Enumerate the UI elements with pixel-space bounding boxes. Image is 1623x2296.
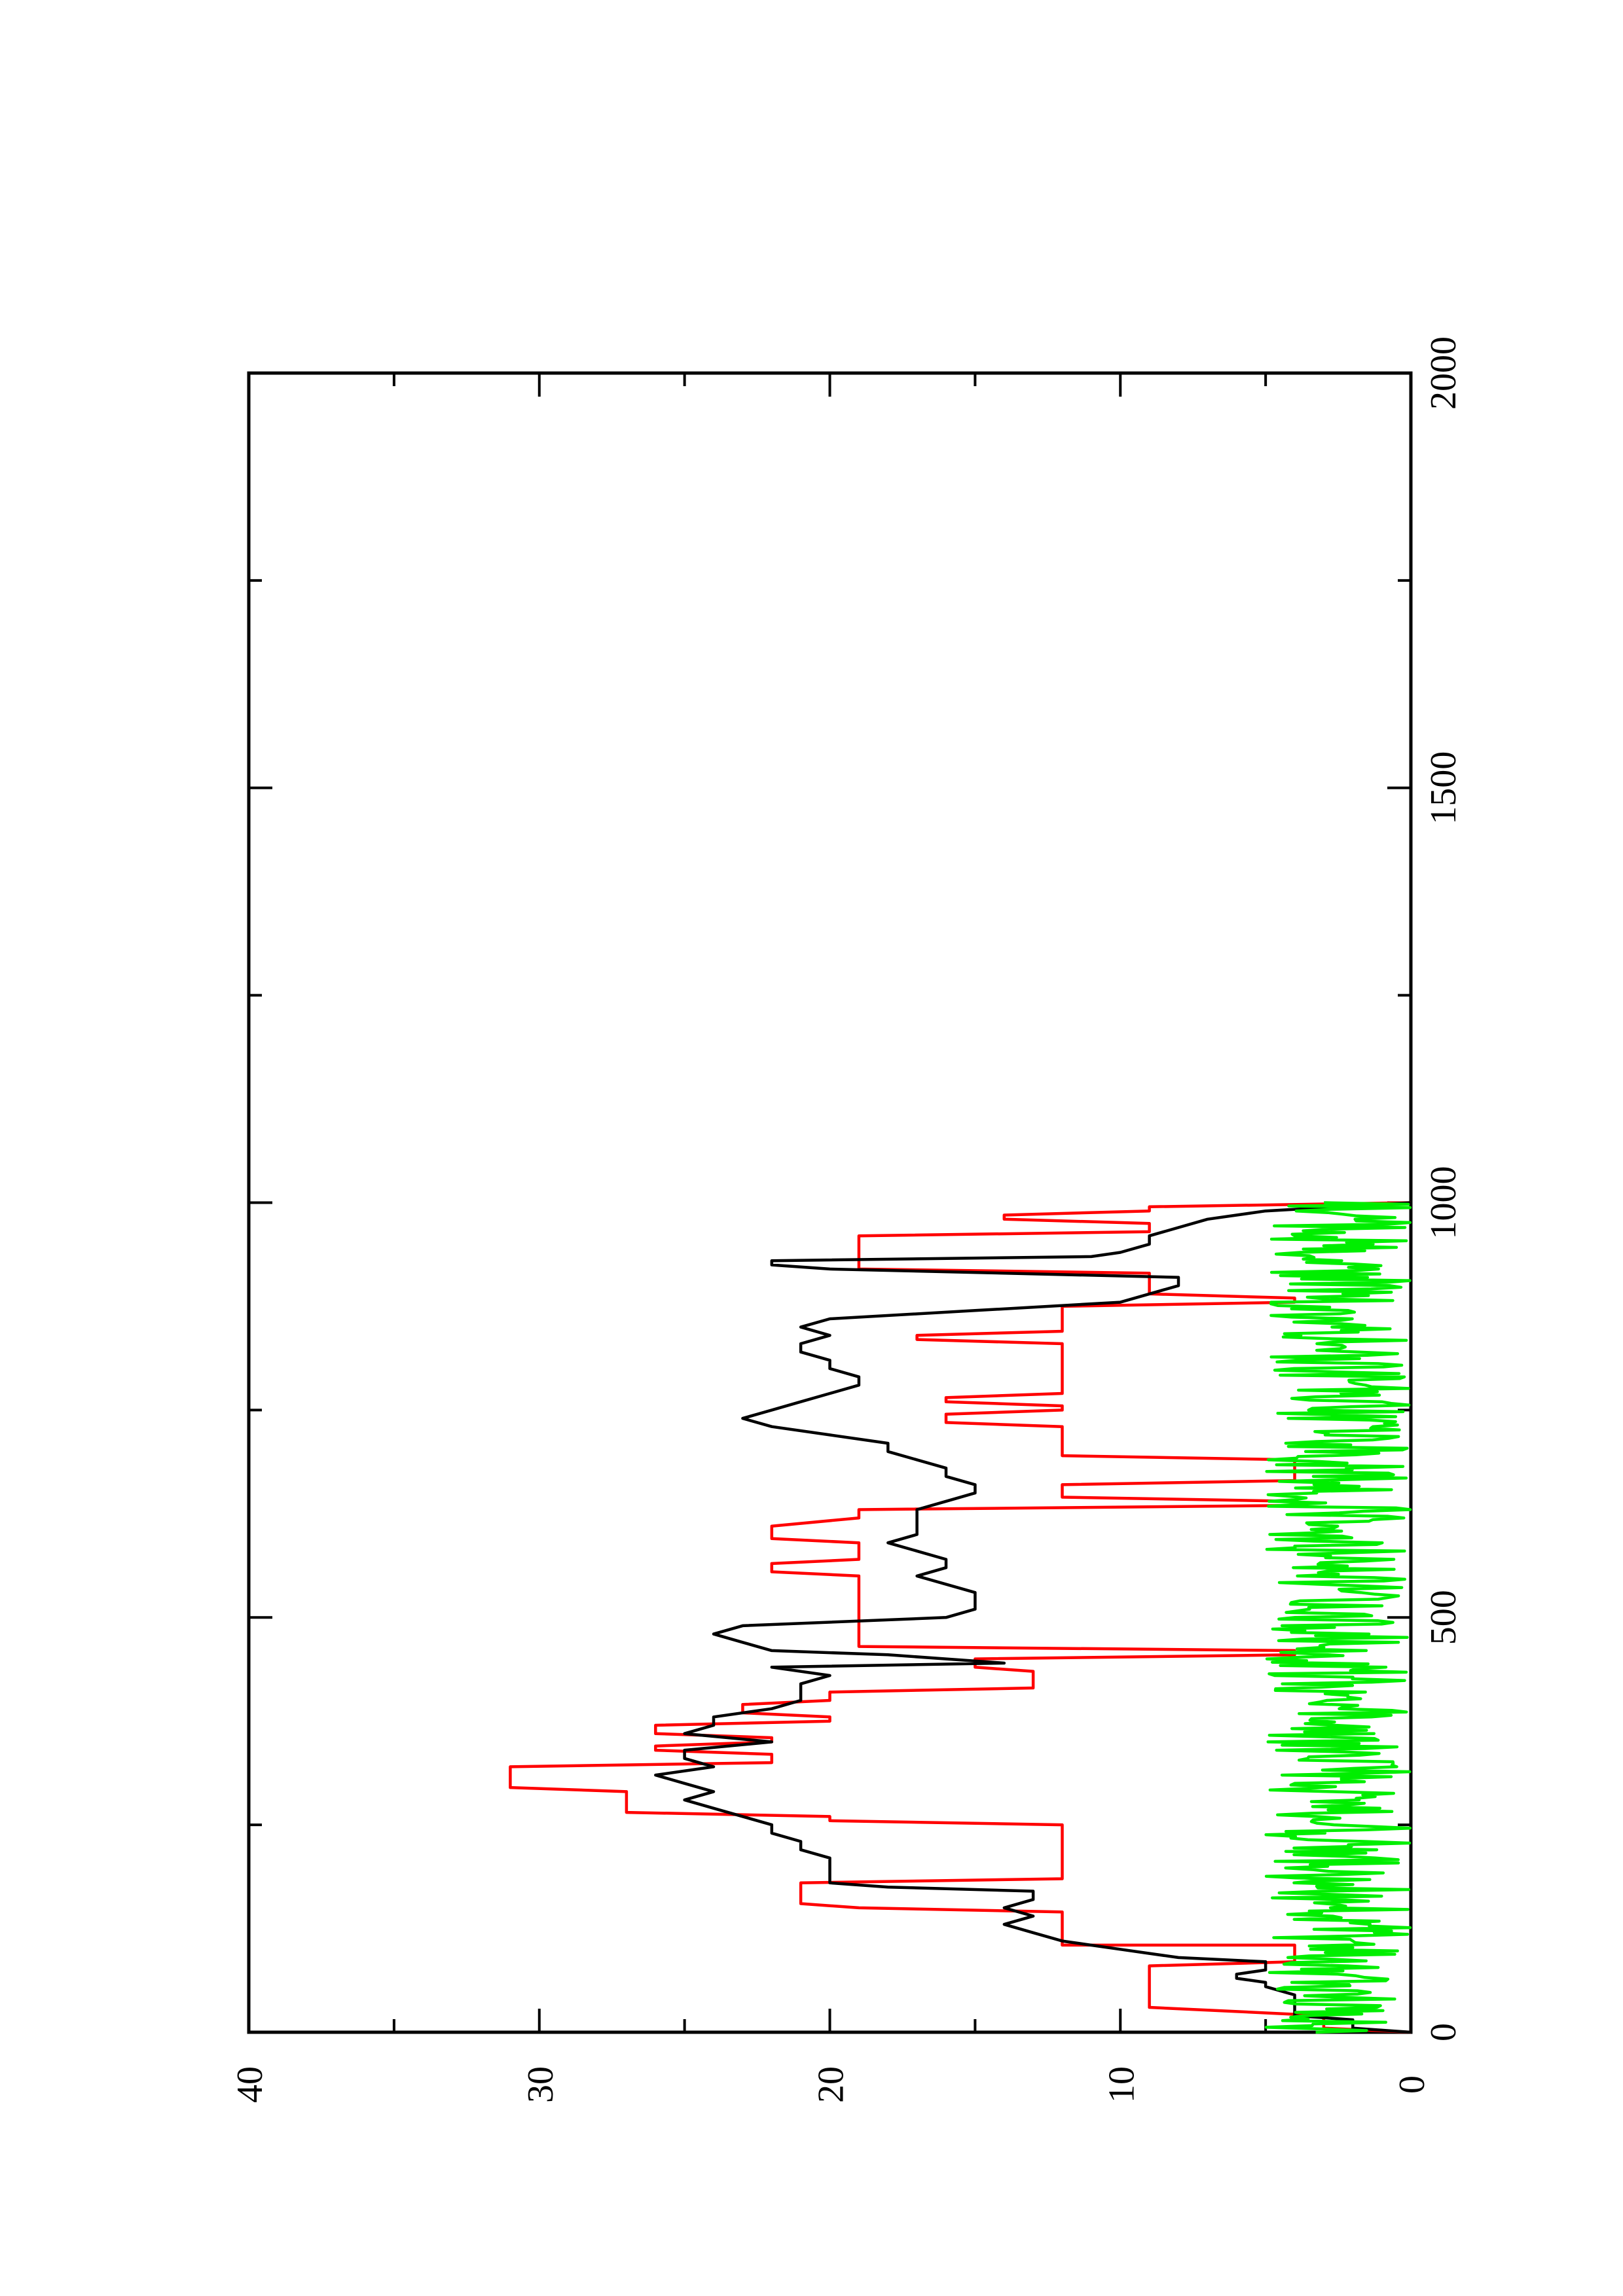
axis-tick-labels: 0 500 1000 1500 2000 0 10 20 30 40	[230, 336, 1464, 2103]
series-line-1	[509, 1201, 1412, 2034]
x-tick-label: 1500	[1423, 751, 1464, 825]
series-line-2	[654, 1201, 1412, 2034]
y-tick-label: 30	[520, 2066, 561, 2103]
y-tick-label: 0	[1392, 2075, 1432, 2094]
series-layer	[509, 1201, 1412, 2034]
plot-frame	[247, 371, 1413, 2034]
y-tick-label: 10	[1101, 2066, 1142, 2103]
x-tick-label: 0	[1423, 2023, 1464, 2041]
series-line-3	[1264, 1201, 1412, 2034]
y-tick-label: 40	[230, 2066, 270, 2103]
axis-ticks	[247, 372, 1412, 2034]
y-tick-label: 20	[811, 2066, 852, 2103]
x-tick-label: 500	[1423, 1590, 1464, 1645]
x-tick-label: 2000	[1423, 336, 1464, 410]
x-tick-label: 1000	[1423, 1166, 1464, 1240]
